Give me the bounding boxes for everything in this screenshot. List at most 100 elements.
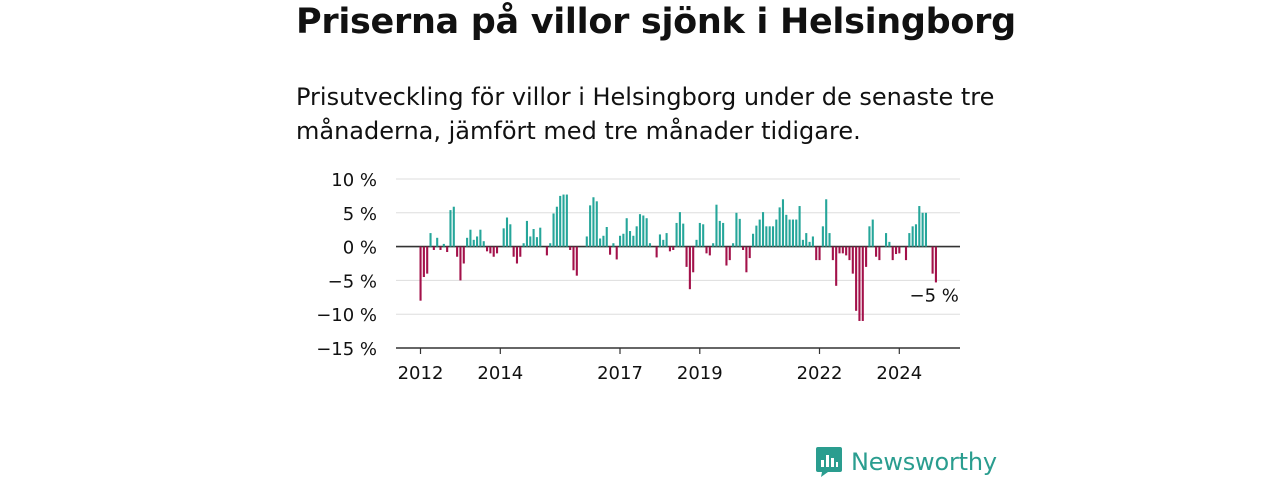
bar xyxy=(718,220,721,247)
bar xyxy=(911,226,914,247)
bar xyxy=(442,243,445,247)
bar xyxy=(642,215,645,247)
bar xyxy=(811,236,814,247)
bar xyxy=(482,241,485,247)
bar xyxy=(904,246,908,261)
bar xyxy=(572,246,575,271)
bar xyxy=(638,214,642,247)
bar-chart: 10 %5 %0 %−5 %−10 %−15 % 2012 2014 2017 201… xyxy=(316,170,960,384)
bar xyxy=(732,243,735,247)
x-tick-label: 2017 xyxy=(597,363,643,384)
bar xyxy=(529,236,532,247)
bar xyxy=(688,246,691,290)
bar xyxy=(632,235,635,247)
bar xyxy=(622,233,625,247)
bar xyxy=(868,226,871,247)
bar xyxy=(662,239,665,247)
bar xyxy=(702,224,705,247)
bar xyxy=(672,246,675,250)
bar xyxy=(612,243,615,247)
bar xyxy=(592,197,595,247)
bar xyxy=(645,218,648,247)
bar xyxy=(748,246,751,259)
bar xyxy=(798,206,801,247)
y-tick-label: −15 % xyxy=(316,339,377,360)
bar xyxy=(795,219,798,247)
bar xyxy=(908,233,911,247)
bar xyxy=(452,206,455,247)
x-tick-label: 2022 xyxy=(797,363,843,384)
bar xyxy=(625,218,628,247)
bar xyxy=(562,194,565,247)
bar xyxy=(492,246,495,257)
bar xyxy=(682,223,685,247)
bar xyxy=(698,222,701,247)
bar xyxy=(502,228,505,247)
bar xyxy=(609,246,612,255)
bar xyxy=(522,243,525,247)
bar xyxy=(708,246,711,256)
x-tick-label: 2024 xyxy=(876,363,922,384)
bar xyxy=(525,220,528,247)
bar xyxy=(808,241,811,247)
bar xyxy=(758,219,761,247)
bar xyxy=(735,212,738,247)
bar xyxy=(788,219,791,247)
bar xyxy=(878,246,881,261)
bar xyxy=(422,246,425,278)
bar xyxy=(934,246,937,283)
bar xyxy=(429,233,432,247)
bar xyxy=(678,212,681,247)
bar xyxy=(888,241,891,247)
bar xyxy=(745,246,748,273)
bar xyxy=(466,237,469,247)
bar xyxy=(861,246,864,321)
bar xyxy=(575,246,578,276)
bar xyxy=(855,246,858,311)
bar xyxy=(871,219,874,247)
bar xyxy=(765,226,768,247)
bar xyxy=(685,246,688,267)
bar xyxy=(755,225,758,247)
bar xyxy=(891,246,894,261)
bar xyxy=(459,246,462,281)
bar xyxy=(771,226,775,247)
bars xyxy=(419,194,937,321)
bar xyxy=(589,205,592,247)
bar xyxy=(818,246,821,261)
bar xyxy=(512,246,515,257)
bar xyxy=(462,246,465,264)
bar xyxy=(545,246,548,256)
bar xyxy=(449,210,452,247)
bar xyxy=(469,229,472,247)
bar xyxy=(695,239,698,247)
bar xyxy=(505,217,509,247)
bar xyxy=(665,233,668,247)
bar xyxy=(825,199,828,247)
logo-text: Newsworthy xyxy=(851,448,997,476)
bar xyxy=(805,233,808,247)
bar xyxy=(539,227,542,247)
y-axis-ticks: 10 % 5 % 0 % −5 % −10 % −15 % xyxy=(316,170,377,360)
bar xyxy=(738,218,741,247)
bar xyxy=(742,246,745,250)
y-tick-label: −10 % xyxy=(316,305,377,326)
bar xyxy=(918,206,921,247)
bar xyxy=(785,214,788,247)
bar xyxy=(472,239,475,247)
bar xyxy=(845,246,848,256)
chart-title: Priserna på villor sjönk i Helsingborg xyxy=(296,2,1016,42)
bar xyxy=(775,219,778,247)
bar xyxy=(668,246,671,252)
bar xyxy=(835,246,838,286)
bar xyxy=(841,246,844,254)
bar xyxy=(914,224,918,247)
bar xyxy=(722,222,725,247)
newsworthy-logo: Newsworthy xyxy=(815,445,997,479)
bar xyxy=(602,235,605,247)
bar xyxy=(712,243,715,247)
bar xyxy=(648,243,652,247)
bar xyxy=(875,246,878,257)
bar xyxy=(778,207,781,247)
bar xyxy=(675,222,678,247)
